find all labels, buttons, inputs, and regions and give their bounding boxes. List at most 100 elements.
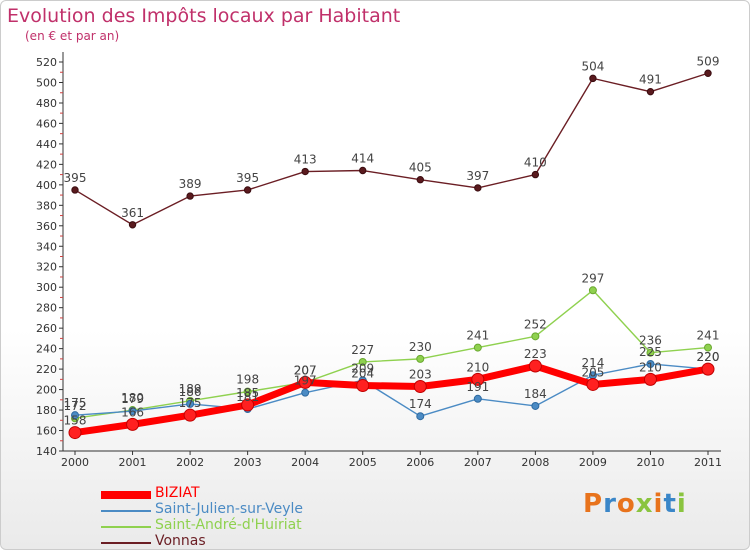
y-tick-label: 200 [36,384,57,397]
legend-swatch [101,510,151,512]
data-point-saint-andr-d-huiriat [473,343,482,352]
data-point-biziat [701,362,715,376]
data-point-biziat [241,398,255,412]
data-label-saint-andr-d-huiriat: 189 [179,382,202,396]
data-label-saint-julien-sur-veyle: 225 [639,345,662,359]
data-point-saint-andr-d-huiriat [416,354,425,363]
data-point-vonnas [531,170,540,179]
legend-label: BIZIAT [155,485,200,501]
x-tick-label: 2001 [119,456,147,469]
data-label-saint-andr-d-huiriat: 227 [351,343,374,357]
y-tick-label: 500 [36,76,57,89]
legend-label: Vonnas [155,533,206,549]
data-label-vonnas: 361 [121,206,144,220]
legend-swatch [101,491,151,499]
data-label-vonnas: 395 [236,171,259,185]
data-point-saint-julien-sur-veyle [301,388,310,397]
x-tick-label: 2006 [406,456,434,469]
data-label-saint-julien-sur-veyle: 179 [121,392,144,406]
data-point-vonnas [474,184,482,192]
data-label-biziat: 204 [351,366,374,380]
data-label-saint-andr-d-huiriat: 252 [524,317,547,331]
data-point-biziat [126,417,140,431]
data-label-vonnas: 414 [351,152,374,166]
y-tick-label: 420 [36,158,57,171]
y-tick-label: 320 [36,261,57,274]
data-point-vonnas [301,167,309,176]
data-label-saint-julien-sur-veyle: 181 [236,390,259,404]
x-tick-label: 2008 [521,456,549,469]
y-tick-label: 360 [36,220,57,233]
data-label-biziat: 166 [121,405,144,419]
x-tick-label: 2009 [579,456,607,469]
data-point-vonnas [704,69,712,77]
y-tick-label: 180 [36,404,57,417]
x-tick-label: 2011 [694,456,722,469]
y-tick-label: 240 [36,343,57,356]
data-label-saint-andr-d-huiriat: 172 [64,399,87,413]
data-point-biziat [586,377,600,391]
series-line-saint-julien-sur-veyle [74,363,709,417]
data-label-biziat: 205 [581,365,604,379]
data-point-biziat [183,408,197,422]
data-point-biziat [298,375,312,389]
data-point-vonnas [186,192,194,200]
data-point-saint-andr-d-huiriat [358,357,367,366]
y-tick-label: 480 [36,97,57,110]
data-point-vonnas [128,221,137,229]
data-label-vonnas: 397 [466,169,489,183]
x-tick-label: 2003 [234,456,262,469]
data-point-saint-julien-sur-veyle [473,394,482,403]
data-point-saint-julien-sur-veyle [416,412,425,421]
data-label-saint-julien-sur-veyle: 175 [64,396,87,410]
data-point-saint-julien-sur-veyle [186,399,195,408]
data-point-vonnas [646,87,655,96]
data-label-saint-andr-d-huiriat: 207 [294,363,317,377]
data-point-saint-andr-d-huiriat [531,332,540,341]
data-label-saint-andr-d-huiriat: 236 [639,334,662,348]
data-point-biziat [471,372,485,386]
data-point-biziat [643,372,657,386]
logo-letter: i [653,489,664,519]
series-layer [68,69,715,440]
data-label-biziat: 203 [409,368,432,382]
data-label-vonnas: 405 [409,161,432,175]
y-tick-label: 300 [36,281,57,294]
data-label-saint-andr-d-huiriat: 198 [236,373,259,387]
data-point-saint-andr-d-huiriat [704,343,712,352]
data-label-saint-julien-sur-veyle: 174 [409,397,432,411]
y-tick-label: 400 [36,179,57,192]
data-label-vonnas: 410 [524,156,547,170]
y-tick-label: 280 [36,302,57,315]
data-label-biziat: 158 [64,414,87,428]
x-tick-label: 2007 [464,456,492,469]
data-point-saint-julien-sur-veyle [71,411,79,420]
series-line-biziat [71,362,712,437]
y-tick-label: 520 [36,56,57,69]
chart-axes: 140 160 180 200 220 240 260 280 300 320 340 360 380 4… [36,52,722,469]
data-label-vonnas: 389 [179,177,202,191]
x-tick-label: 2000 [61,456,89,469]
y-tick-label: 460 [36,117,57,130]
data-point-biziat [528,359,542,373]
data-label-saint-julien-sur-veyle: 191 [466,380,489,394]
legend-swatch [101,526,151,528]
chart-title: Evolution des Impôts locaux par Habitant [7,5,401,27]
data-point-saint-julien-sur-veyle [646,359,655,368]
data-label-vonnas: 509 [697,54,720,68]
data-label-biziat: 210 [639,360,662,374]
logo-letter: o [616,489,636,519]
logo-letter: i [676,489,687,519]
series-line-vonnas [74,72,709,226]
proxiti-logo: Proxiti [583,489,687,519]
logo-letter: x [635,489,654,519]
data-label-biziat: 175 [179,396,202,410]
x-tick-label: 2005 [349,456,377,469]
data-label-saint-andr-d-huiriat: 241 [466,329,489,343]
data-label-biziat: 185 [236,386,259,400]
y-tick-label: 440 [36,138,57,151]
data-label-saint-julien-sur-veyle: 184 [524,387,547,401]
chart-subtitle: (en € et par an) [25,29,120,43]
